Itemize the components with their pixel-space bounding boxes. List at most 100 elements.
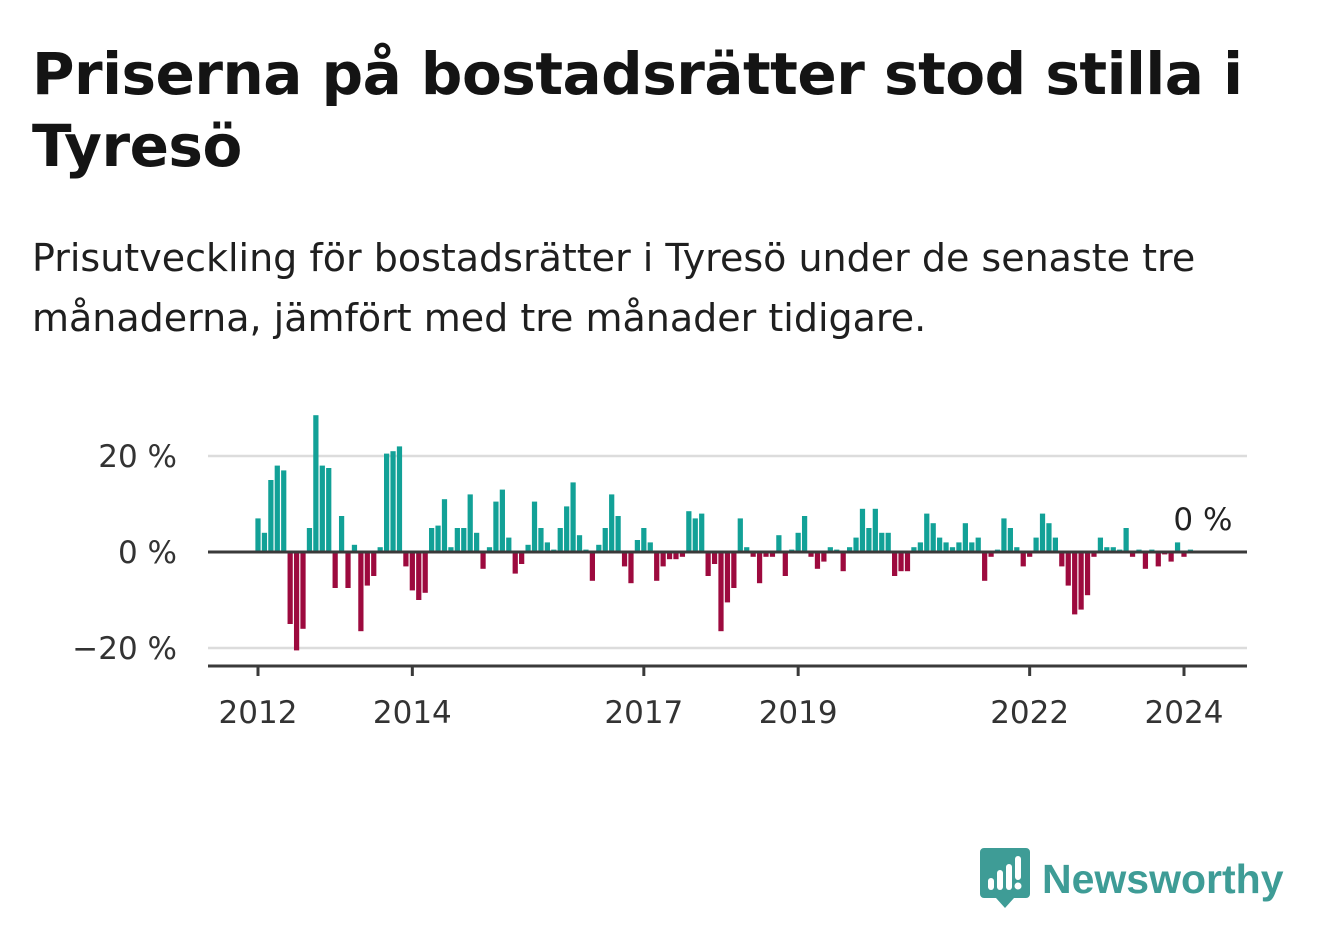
bar — [1033, 537, 1039, 552]
bar — [654, 552, 660, 581]
bar — [1072, 552, 1078, 615]
bar — [467, 494, 473, 552]
bar — [1078, 552, 1084, 610]
bar — [1168, 552, 1174, 562]
bar — [429, 528, 435, 552]
bar — [1129, 552, 1136, 557]
bar — [474, 532, 480, 552]
bar — [396, 446, 403, 552]
bar — [879, 532, 885, 552]
newsworthy-logo: Newsworthy — [980, 848, 1284, 910]
bar — [326, 468, 332, 552]
bar — [911, 547, 917, 552]
bar — [596, 544, 602, 552]
bar — [821, 552, 827, 562]
y-tick-label: 20 % — [98, 439, 177, 475]
bar — [1020, 552, 1026, 567]
bar — [750, 552, 756, 557]
page-title: Priserna på bostadsrätter stod stilla i … — [32, 40, 1243, 180]
bar — [827, 547, 833, 552]
bar — [332, 552, 338, 588]
bar — [859, 508, 866, 552]
bar — [1084, 552, 1091, 596]
bar — [1007, 528, 1013, 552]
x-tick-label: 2024 — [1145, 695, 1224, 730]
bar — [641, 528, 647, 552]
bar — [261, 532, 268, 552]
bar — [409, 552, 415, 591]
bar — [1001, 518, 1007, 552]
bar — [281, 470, 287, 552]
bar — [531, 501, 538, 552]
bar — [1039, 513, 1046, 552]
bar — [847, 547, 853, 552]
bar — [377, 547, 383, 552]
bar — [506, 537, 512, 552]
bar — [930, 523, 936, 552]
bar — [345, 552, 351, 588]
bar — [544, 542, 550, 552]
bar — [364, 552, 370, 586]
bar — [557, 528, 563, 552]
bar — [416, 552, 422, 600]
bar — [268, 480, 274, 552]
bar — [1014, 547, 1020, 552]
bar — [866, 528, 872, 552]
bar — [403, 552, 409, 567]
bar — [1065, 552, 1071, 586]
bar — [937, 537, 943, 552]
page-subtitle: Prisutveckling för bostadsrätter i Tyres… — [32, 236, 1196, 340]
x-tick-label: 2022 — [990, 695, 1069, 730]
bar — [673, 552, 679, 560]
bar — [666, 552, 673, 560]
bar — [306, 528, 313, 552]
x-tick-label: 2019 — [759, 695, 838, 730]
bar — [1046, 523, 1052, 552]
bar — [525, 544, 531, 552]
bar — [885, 532, 891, 552]
bar — [274, 465, 280, 552]
newsworthy-logo-icon — [980, 848, 1030, 908]
bar — [705, 552, 711, 576]
bar — [763, 552, 769, 557]
bar — [904, 552, 911, 572]
bar — [988, 552, 994, 557]
bar — [1052, 537, 1058, 552]
bar — [589, 552, 595, 581]
bar — [699, 513, 705, 552]
bar — [814, 552, 821, 569]
bar — [609, 494, 615, 552]
bar — [351, 544, 358, 552]
bar — [338, 516, 345, 552]
bar — [795, 532, 801, 552]
bar — [602, 528, 608, 552]
bar — [1123, 528, 1129, 552]
bar — [255, 518, 261, 552]
bar — [943, 542, 949, 552]
bar — [744, 547, 750, 552]
bar — [853, 537, 859, 552]
bar — [975, 537, 981, 552]
bar — [949, 547, 956, 552]
bar — [756, 552, 763, 584]
x-tick-label: 2012 — [219, 695, 298, 730]
bar — [1142, 552, 1149, 569]
bar — [313, 415, 319, 552]
bar — [962, 523, 968, 552]
bar — [384, 453, 390, 552]
bar — [1155, 552, 1161, 567]
bar — [1174, 542, 1181, 552]
y-tick-label: −20 % — [72, 631, 177, 667]
bar — [1097, 537, 1104, 552]
bar — [956, 542, 962, 552]
bar — [731, 552, 737, 588]
bar — [801, 516, 808, 552]
bar — [615, 516, 621, 552]
bar — [441, 499, 448, 552]
bar — [969, 542, 975, 552]
bar — [782, 552, 788, 576]
bar — [486, 547, 493, 552]
bar — [461, 528, 467, 552]
bar — [692, 518, 698, 552]
x-tick-label: 2017 — [604, 695, 683, 730]
